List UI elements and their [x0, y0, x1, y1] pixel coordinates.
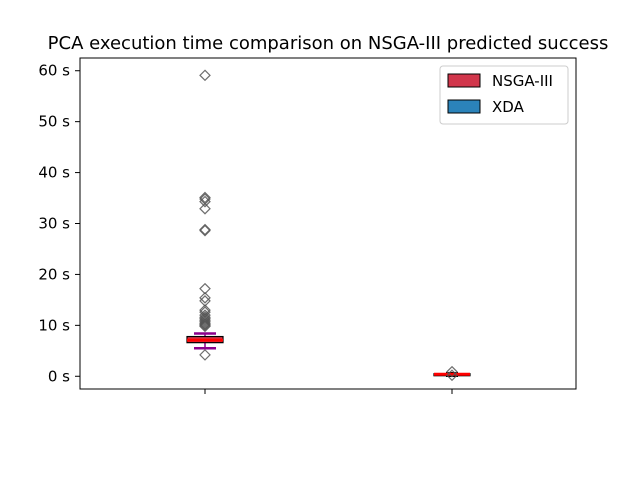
- outlier-marker: [199, 320, 211, 333]
- plot-area: [186, 69, 471, 382]
- y-axis: 0 s 10 s 20 s 30 s 40 s 50 s 60 s: [38, 62, 80, 385]
- y-tick-label: 40 s: [38, 164, 70, 182]
- y-tick-label: 30 s: [38, 215, 70, 233]
- outlier-marker: [199, 191, 211, 204]
- axes-frame: [79, 57, 577, 390]
- outlier-marker: [199, 319, 211, 332]
- legend-label: XDA: [492, 98, 525, 116]
- legend: NSGA-III XDA: [439, 65, 569, 125]
- chart-title: PCA execution time comparison on NSGA-II…: [48, 33, 609, 54]
- legend-swatch: [447, 99, 481, 114]
- outlier-marker: [199, 349, 211, 361]
- outlier-marker: [199, 69, 211, 82]
- outlier-marker: [199, 224, 211, 237]
- outlier-marker: [199, 195, 211, 208]
- outlier-marker: [199, 202, 211, 215]
- outlier-marker: [199, 314, 211, 327]
- outlier-marker: [446, 365, 458, 378]
- y-tick-label: 50 s: [38, 113, 70, 131]
- outlier-marker: [199, 312, 211, 325]
- axes-border: [79, 57, 577, 390]
- y-tick-label: 10 s: [38, 316, 70, 334]
- y-tick-label: 0 s: [48, 367, 70, 385]
- y-tick-label: 60 s: [38, 62, 70, 80]
- legend-label: NSGA-III: [492, 72, 553, 90]
- legend-swatch: [447, 73, 481, 88]
- outlier-marker: [199, 223, 211, 236]
- outlier-marker: [199, 317, 211, 330]
- x-axis: [204, 389, 453, 394]
- outlier-marker: [199, 318, 211, 331]
- outlier-marker: [199, 291, 211, 304]
- y-tick-label: 20 s: [38, 265, 70, 283]
- outlier-marker: [199, 315, 211, 328]
- outlier-marker: [446, 369, 458, 382]
